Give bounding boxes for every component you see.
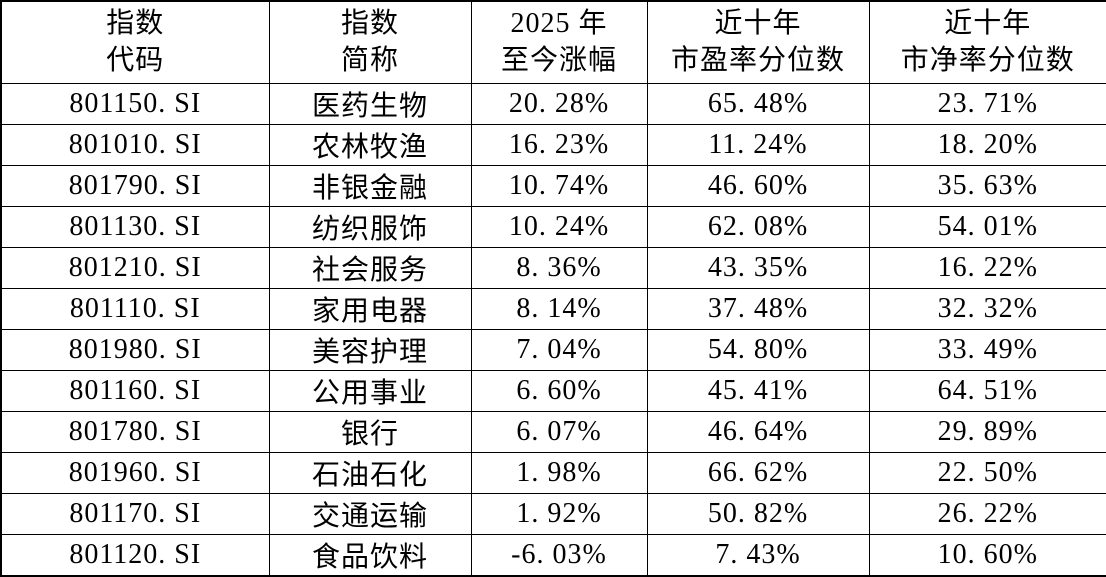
header-line: 市净率分位数 — [870, 42, 1106, 79]
col-header-pb-percentile: 近十年 市净率分位数 — [869, 1, 1106, 83]
cell-pb-percentile: 29. 89% — [869, 411, 1106, 452]
cell-index-code: 801110. SI — [1, 288, 269, 329]
header-line: 至今涨幅 — [472, 42, 647, 79]
table-row: 801170. SI 交通运输 1. 92% 50. 82% 26. 22% — [1, 493, 1106, 534]
cell-index-code: 801150. SI — [1, 83, 269, 124]
cell-pe-percentile: 37. 48% — [647, 288, 869, 329]
cell-ytd-change: 6. 07% — [471, 411, 647, 452]
cell-index-name: 食品饮料 — [269, 534, 471, 576]
col-header-pe-percentile: 近十年 市盈率分位数 — [647, 1, 869, 83]
cell-index-name: 社会服务 — [269, 247, 471, 288]
cell-pe-percentile: 54. 80% — [647, 329, 869, 370]
cell-index-name: 石油石化 — [269, 452, 471, 493]
header-line: 近十年 — [648, 5, 869, 42]
cell-pe-percentile: 62. 08% — [647, 206, 869, 247]
cell-ytd-change: 20. 28% — [471, 83, 647, 124]
cell-pb-percentile: 32. 32% — [869, 288, 1106, 329]
cell-index-name: 医药生物 — [269, 83, 471, 124]
cell-pb-percentile: 23. 71% — [869, 83, 1106, 124]
cell-ytd-change: 8. 36% — [471, 247, 647, 288]
table-row: 801780. SI 银行 6. 07% 46. 64% 29. 89% — [1, 411, 1106, 452]
header-line: 简称 — [270, 42, 471, 79]
cell-pe-percentile: 46. 60% — [647, 165, 869, 206]
cell-index-name: 纺织服饰 — [269, 206, 471, 247]
cell-ytd-change: 6. 60% — [471, 370, 647, 411]
cell-pe-percentile: 50. 82% — [647, 493, 869, 534]
cell-ytd-change: 10. 74% — [471, 165, 647, 206]
cell-pb-percentile: 64. 51% — [869, 370, 1106, 411]
table-row: 801010. SI 农林牧渔 16. 23% 11. 24% 18. 20% — [1, 124, 1106, 165]
cell-pe-percentile: 66. 62% — [647, 452, 869, 493]
col-header-index-code: 指数 代码 — [1, 1, 269, 83]
cell-index-name: 非银金融 — [269, 165, 471, 206]
header-line: 近十年 — [870, 5, 1106, 42]
table-row: 801150. SI 医药生物 20. 28% 65. 48% 23. 71% — [1, 83, 1106, 124]
cell-index-name: 家用电器 — [269, 288, 471, 329]
cell-pb-percentile: 16. 22% — [869, 247, 1106, 288]
table-row: 801110. SI 家用电器 8. 14% 37. 48% 32. 32% — [1, 288, 1106, 329]
cell-pb-percentile: 33. 49% — [869, 329, 1106, 370]
cell-index-name: 美容护理 — [269, 329, 471, 370]
cell-pb-percentile: 35. 63% — [869, 165, 1106, 206]
header-line: 指数 — [2, 5, 269, 42]
col-header-ytd-change: 2025 年 至今涨幅 — [471, 1, 647, 83]
cell-index-name: 公用事业 — [269, 370, 471, 411]
table-row: 801960. SI 石油石化 1. 98% 66. 62% 22. 50% — [1, 452, 1106, 493]
cell-index-code: 801790. SI — [1, 165, 269, 206]
cell-ytd-change: 16. 23% — [471, 124, 647, 165]
cell-pe-percentile: 45. 41% — [647, 370, 869, 411]
cell-index-code: 801960. SI — [1, 452, 269, 493]
table-row: 801790. SI 非银金融 10. 74% 46. 60% 35. 63% — [1, 165, 1106, 206]
cell-index-code: 801120. SI — [1, 534, 269, 576]
table-body: 801150. SI 医药生物 20. 28% 65. 48% 23. 71% … — [1, 83, 1106, 576]
cell-pb-percentile: 54. 01% — [869, 206, 1106, 247]
cell-pe-percentile: 11. 24% — [647, 124, 869, 165]
cell-index-code: 801130. SI — [1, 206, 269, 247]
cell-index-name: 农林牧渔 — [269, 124, 471, 165]
cell-pb-percentile: 18. 20% — [869, 124, 1106, 165]
header-line: 指数 — [270, 5, 471, 42]
table-row: 801120. SI 食品饮料 -6. 03% 7. 43% 10. 60% — [1, 534, 1106, 576]
table-header: 指数 代码 指数 简称 2025 年 至今涨幅 近十年 市盈率分位数 近十年 市… — [1, 1, 1106, 83]
table-row: 801980. SI 美容护理 7. 04% 54. 80% 33. 49% — [1, 329, 1106, 370]
cell-index-code: 801010. SI — [1, 124, 269, 165]
cell-pb-percentile: 22. 50% — [869, 452, 1106, 493]
cell-ytd-change: -6. 03% — [471, 534, 647, 576]
col-header-index-name: 指数 简称 — [269, 1, 471, 83]
cell-ytd-change: 10. 24% — [471, 206, 647, 247]
table-row: 801130. SI 纺织服饰 10. 24% 62. 08% 54. 01% — [1, 206, 1106, 247]
table-row: 801210. SI 社会服务 8. 36% 43. 35% 16. 22% — [1, 247, 1106, 288]
cell-ytd-change: 7. 04% — [471, 329, 647, 370]
header-line: 市盈率分位数 — [648, 42, 869, 79]
cell-index-code: 801780. SI — [1, 411, 269, 452]
cell-index-code: 801210. SI — [1, 247, 269, 288]
cell-ytd-change: 1. 98% — [471, 452, 647, 493]
cell-pe-percentile: 43. 35% — [647, 247, 869, 288]
cell-index-code: 801170. SI — [1, 493, 269, 534]
cell-index-name: 银行 — [269, 411, 471, 452]
cell-pe-percentile: 7. 43% — [647, 534, 869, 576]
header-row: 指数 代码 指数 简称 2025 年 至今涨幅 近十年 市盈率分位数 近十年 市… — [1, 1, 1106, 83]
cell-ytd-change: 8. 14% — [471, 288, 647, 329]
header-line: 2025 年 — [472, 5, 647, 42]
cell-index-code: 801980. SI — [1, 329, 269, 370]
cell-index-name: 交通运输 — [269, 493, 471, 534]
cell-pb-percentile: 26. 22% — [869, 493, 1106, 534]
cell-pe-percentile: 46. 64% — [647, 411, 869, 452]
cell-ytd-change: 1. 92% — [471, 493, 647, 534]
header-line: 代码 — [2, 42, 269, 79]
cell-pe-percentile: 65. 48% — [647, 83, 869, 124]
table-row: 801160. SI 公用事业 6. 60% 45. 41% 64. 51% — [1, 370, 1106, 411]
cell-pb-percentile: 10. 60% — [869, 534, 1106, 576]
cell-index-code: 801160. SI — [1, 370, 269, 411]
